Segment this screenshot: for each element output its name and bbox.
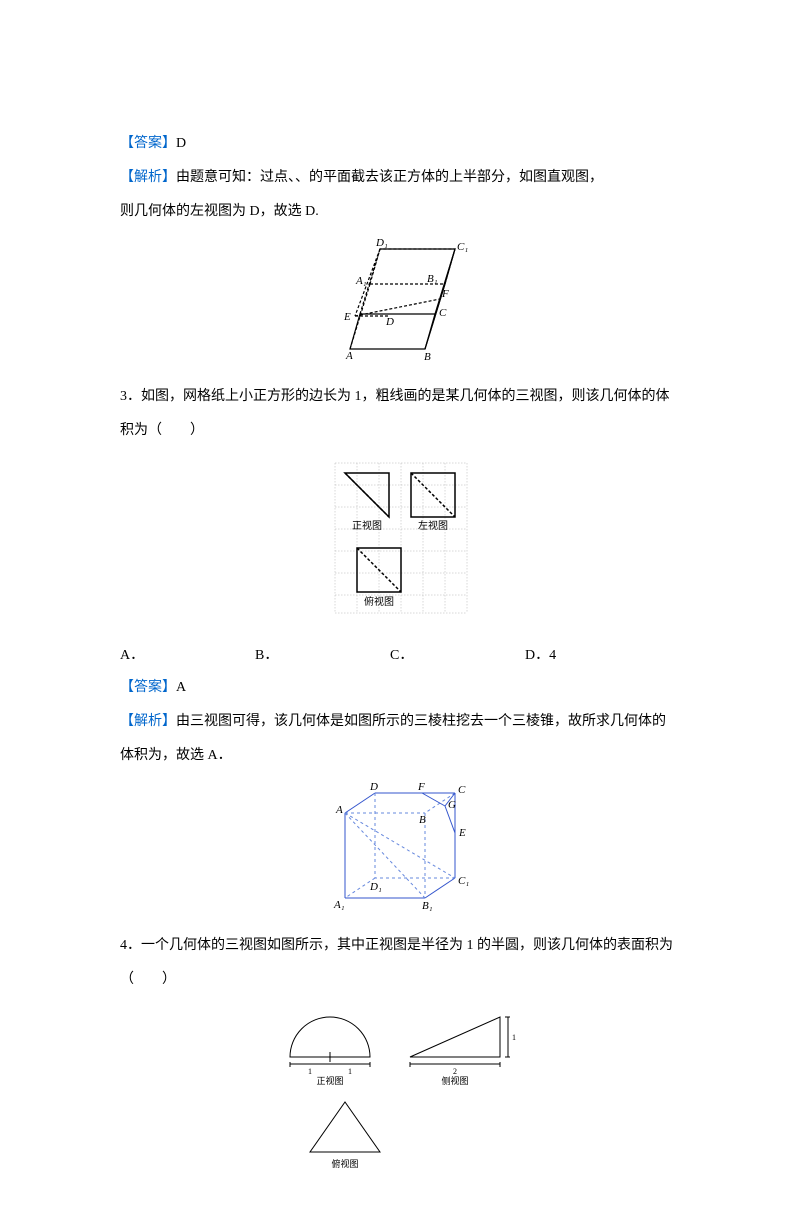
question-4-line1: 4．一个几何体的三视图如图所示，其中正视图是半径为 1 的半圆，则该几何体的表面… [120,932,680,960]
analysis-3-line2: 体积为，故选 A． [120,742,680,770]
option-c: C． [390,642,525,670]
analysis-text: 则几何体的左视图为 D，故选 D. [120,204,319,219]
analysis-text: 由题意可知：过点、、的平面截去该正方体的上半部分，如图直观图， [176,170,603,185]
label-D: D [369,781,378,793]
question-text: （ ） [120,972,176,987]
label-D1: D₁ [369,881,382,893]
label-D: D [385,316,394,328]
label-side: 侧视图 [441,1075,468,1086]
dim-1a: 1 [308,1067,312,1076]
question-4-line2: （ ） [120,966,680,994]
grid-label-front: 正视图 [352,519,382,532]
analysis-text: 体积为，故选 A． [120,748,232,763]
label-top: 俯视图 [331,1158,358,1169]
option-a: A． [120,642,255,670]
answer-label: 【答案】 [120,680,176,695]
label-C1: C₁ [457,241,468,253]
answer-value: D [176,136,186,151]
analysis-text: 由三视图可得，该几何体是如图所示的三棱柱挖去一个三棱锥，故所求几何体的 [176,714,666,729]
label-A: A [335,804,343,816]
question-text: 如图，网格纸上小正方形的边长为 1，粗线画的是某几何体的三视图，则该几何体的体 [141,389,670,404]
question-3-options: A． B． C． D．4 [120,642,660,670]
analysis-3-line1: 【解析】由三视图可得，该几何体是如图所示的三棱柱挖去一个三棱锥，故所求几何体的 [120,708,680,736]
label-A1: A₁ [355,275,367,287]
question-number: 3． [120,389,141,404]
label-front: 正视图 [316,1075,343,1086]
question-text: 一个几何体的三视图如图所示，其中正视图是半径为 1 的半圆，则该几何体的表面积为 [141,938,673,953]
question-3-line2: 积为（ ） [120,417,680,445]
label-F: F [417,781,425,793]
label-B1: B₁ [427,273,438,285]
grid-label-top: 俯视图 [364,595,394,608]
label-E: E [343,311,351,323]
analysis-label: 【解析】 [120,170,176,185]
figure-views-4: 1 1 正视图 1 2 侧视图 俯视图 [120,1002,680,1183]
analysis-2-line1: 【解析】由题意可知：过点、、的平面截去该正方体的上半部分，如图直观图， [120,164,680,192]
question-3-line1: 3．如图，网格纸上小正方形的边长为 1，粗线画的是某几何体的三视图，则该几何体的… [120,383,680,411]
answer-value: A [176,680,186,695]
question-number: 4． [120,938,141,953]
answer-label: 【答案】 [120,136,176,151]
label-D1: D₁ [375,237,388,249]
document-body: 【答案】D 【解析】由题意可知：过点、、的平面截去该正方体的上半部分，如图直观图… [120,130,680,1183]
label-C: C [439,307,447,319]
option-d: D．4 [525,642,660,670]
dim-side-h: 1 [512,1033,516,1042]
label-C: C [458,784,466,796]
label-C1: C₁ [458,875,469,887]
label-F: F [441,288,449,300]
option-b: B． [255,642,390,670]
label-B1: B₁ [422,900,433,912]
analysis-label: 【解析】 [120,714,176,729]
figure-cube-2: A D F C G B E A₁ D₁ B₁ C₁ [120,778,680,924]
answer-2: 【答案】D [120,130,680,158]
figure-grid-views: 正视图 左视图 俯视图 [120,453,680,634]
label-A1: A₁ [333,899,345,911]
figure-cube-1: D₁ C₁ A₁ B₁ F E D C A B [120,234,680,375]
dim-1b: 1 [348,1067,352,1076]
label-B: B [424,351,431,363]
analysis-2-line2: 则几何体的左视图为 D，故选 D. [120,198,680,226]
label-A: A [345,350,353,362]
label-G: G [448,799,456,811]
grid-label-left: 左视图 [418,519,448,532]
question-text: 积为（ ） [120,423,204,438]
label-B: B [419,814,426,826]
dim-side-w: 2 [453,1067,457,1076]
answer-3: 【答案】A [120,674,680,702]
label-E: E [458,827,466,839]
